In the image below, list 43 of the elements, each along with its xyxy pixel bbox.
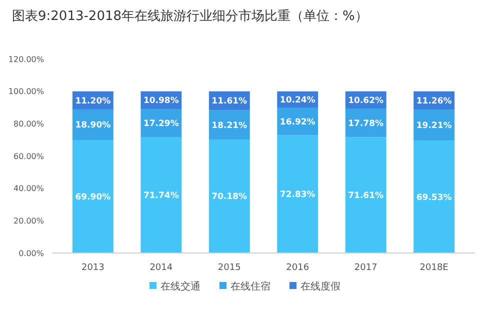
data-label: 17.29% xyxy=(143,119,180,130)
bar xyxy=(208,140,250,253)
y-tick-label: 120.00% xyxy=(8,54,44,64)
y-tick-label: 40.00% xyxy=(13,184,44,194)
bar xyxy=(345,137,386,253)
data-label: 11.61% xyxy=(212,96,248,107)
data-label: 69.53% xyxy=(416,192,452,203)
bar xyxy=(208,110,250,140)
bar xyxy=(414,110,455,141)
y-tick-label: 0.00% xyxy=(18,248,44,258)
y-tick-label: 20.00% xyxy=(13,216,44,226)
data-label: 72.83% xyxy=(280,190,316,200)
legend-label: 在线度假 xyxy=(300,280,340,292)
bar xyxy=(277,135,318,253)
bar xyxy=(414,140,455,253)
data-label: 18.21% xyxy=(212,120,248,131)
data-label: 10.24% xyxy=(280,96,316,106)
data-label: 10.62% xyxy=(348,96,384,106)
legend-label: 在线住宿 xyxy=(230,280,270,292)
data-label: 71.61% xyxy=(348,191,384,202)
data-label: 18.90% xyxy=(75,120,112,131)
data-label: 70.18% xyxy=(212,192,248,202)
data-label: 17.78% xyxy=(348,118,384,129)
data-label: 71.74% xyxy=(143,190,180,201)
x-tick-label: 2016 xyxy=(286,263,310,274)
y-tick-label: 100.00% xyxy=(8,87,44,96)
chart-title: 图表9:2013-2018年在线旅游行业细分市场比重（单位：%） xyxy=(12,9,368,24)
data-label: 11.20% xyxy=(75,96,112,106)
data-label: 69.90% xyxy=(75,192,112,202)
data-label: 16.92% xyxy=(280,118,316,128)
data-label: 19.21% xyxy=(416,121,452,132)
legend-label: 在线交通 xyxy=(160,280,200,292)
x-tick-label: 2013 xyxy=(81,263,104,274)
data-label: 11.26% xyxy=(416,96,452,106)
bar xyxy=(72,140,114,253)
x-tick-label: 2014 xyxy=(150,263,173,274)
x-tick-label: 2015 xyxy=(218,263,241,274)
y-tick-label: 60.00% xyxy=(13,152,44,161)
y-tick-label: 80.00% xyxy=(13,119,44,128)
bar xyxy=(140,137,182,253)
x-tick-label: 2017 xyxy=(354,263,378,274)
x-tick-label: 2018E xyxy=(420,263,449,274)
data-label: 10.98% xyxy=(143,96,180,106)
